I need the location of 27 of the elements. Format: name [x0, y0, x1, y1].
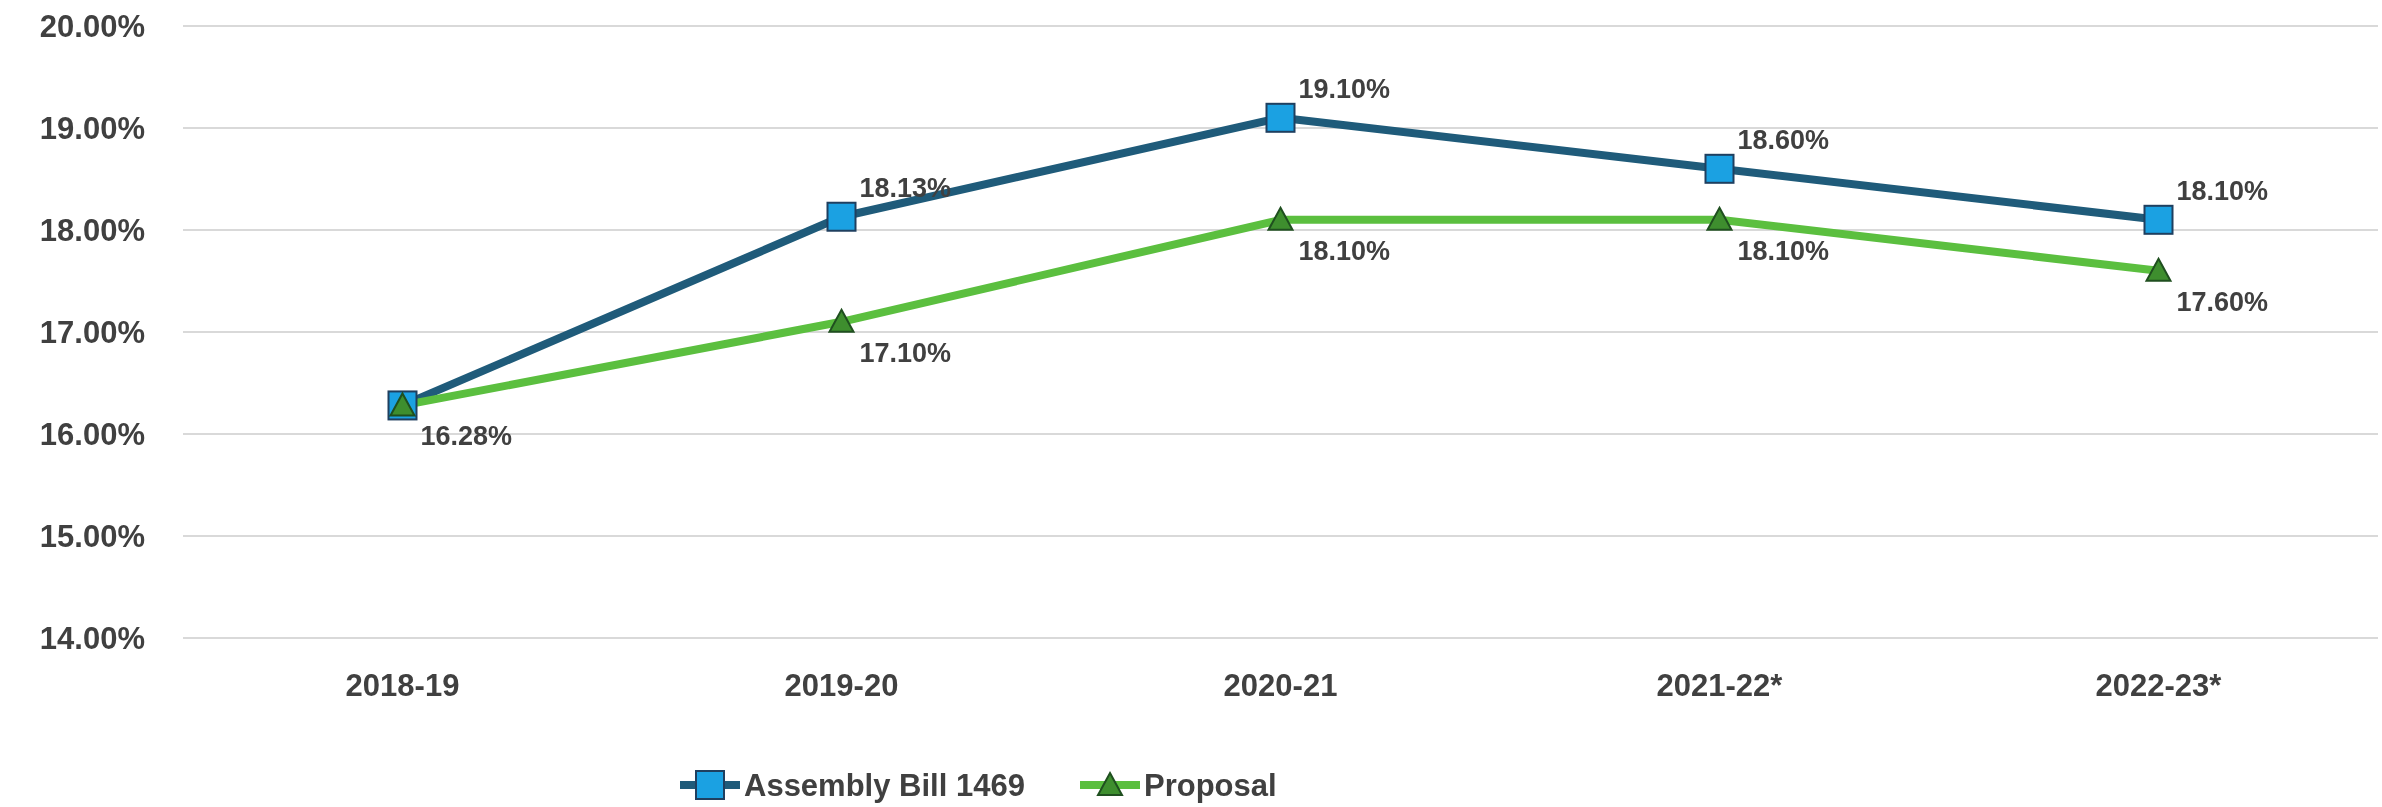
legend-label: Proposal [1144, 767, 1277, 803]
x-tick-label: 2019-20 [784, 668, 899, 703]
data-label: 18.60% [1737, 124, 1830, 155]
point [1265, 102, 1296, 133]
y-tick-label: 16.00% [39, 416, 145, 452]
data-label: 16.28% [420, 421, 513, 452]
data-label: 18.13% [859, 172, 952, 203]
y-tick-label: 14.00% [39, 620, 145, 656]
point [1704, 153, 1735, 184]
y-tick-label: 17.00% [39, 314, 145, 350]
data-label: 19.10% [1298, 73, 1391, 104]
point [826, 201, 857, 232]
y-tick-label: 19.00% [39, 110, 145, 146]
point [2143, 204, 2174, 235]
x-tick-label: 2018-19 [345, 668, 460, 703]
data-label: 17.10% [859, 337, 952, 368]
legend-label: Assembly Bill 1469 [744, 767, 1025, 803]
y-tick-label: 20.00% [39, 8, 145, 44]
data-label: 17.60% [2176, 286, 2269, 317]
y-tick-label: 18.00% [39, 212, 145, 248]
data-label: 18.10% [2176, 175, 2269, 206]
x-tick-label: 2021-22* [1656, 668, 1784, 703]
data-label: 18.10% [1737, 235, 1830, 266]
y-tick-label: 15.00% [39, 518, 145, 554]
data-label: 18.10% [1298, 235, 1391, 266]
x-tick-label: 2020-21 [1223, 668, 1338, 703]
x-tick-label: 2022-23* [2095, 668, 2223, 703]
